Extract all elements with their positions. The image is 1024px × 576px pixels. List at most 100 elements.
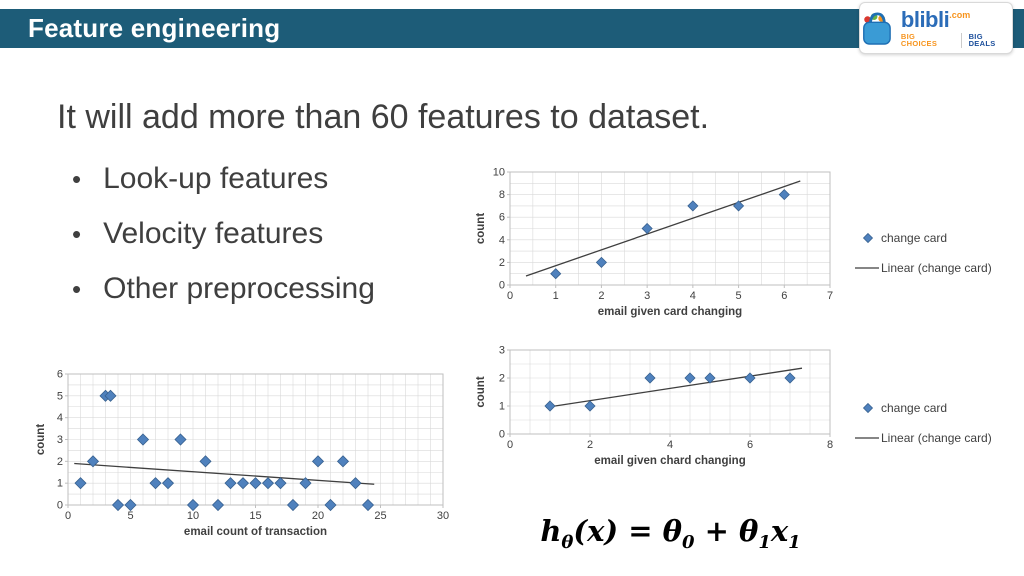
x-tick-label: 4 <box>690 290 696 302</box>
data-point-marker <box>236 477 250 490</box>
data-point-marker <box>199 455 212 468</box>
x-tick-label: 6 <box>747 439 753 451</box>
logo-tagline-deals: BIG DEALS <box>960 32 1012 48</box>
formula-term: (x) = <box>573 514 663 548</box>
logo-tld-text: .com <box>949 9 971 20</box>
bullet-item: • Look-up features <box>72 160 375 198</box>
data-point-marker <box>274 477 287 490</box>
data-point-marker <box>161 477 175 490</box>
x-tick-label: 0 <box>507 290 513 302</box>
logo-text: blibli .com BIG CHOICES BIG DEALS <box>900 6 1012 48</box>
trend-line <box>525 180 801 277</box>
legend-marker-icon <box>862 402 874 414</box>
bullet-dot: • <box>72 164 82 194</box>
y-tick-label: 10 <box>493 167 505 179</box>
formula-term: + <box>694 514 739 548</box>
data-point-marker <box>104 389 117 402</box>
chart-email-given-card-changing: 0 1 2 3 4 5 6 7 0 2 4 6 8 10 email given card changing… <box>475 167 992 319</box>
bullet-label: Velocity features <box>103 217 324 250</box>
x-tick-label: 30 <box>437 510 449 522</box>
logo-brand-text: blibli <box>900 6 950 32</box>
y-tick-label: 3 <box>57 434 63 446</box>
y-tick-label: 6 <box>57 369 63 381</box>
x-tick-label: 5 <box>127 510 133 522</box>
x-tick-label: 2 <box>587 439 593 451</box>
y-tick-label: 3 <box>499 345 505 357</box>
x-tick-label: 7 <box>827 290 833 302</box>
x-tick-label: 2 <box>598 290 604 302</box>
formula-term: x <box>770 514 789 548</box>
x-tick-label: 15 <box>249 510 261 522</box>
data-point-marker <box>349 477 362 490</box>
legend-label: change card <box>881 231 947 245</box>
y-tick-label: 4 <box>57 412 63 424</box>
data-point-marker <box>733 200 745 212</box>
data-point-marker <box>336 455 350 468</box>
bullet-label: Other preprocessing <box>103 272 375 305</box>
data-point-marker <box>149 477 162 490</box>
trend-line <box>74 462 375 485</box>
formula-subscript: 1 <box>788 531 801 553</box>
x-tick-label: 10 <box>187 510 199 522</box>
data-point-marker <box>595 256 607 268</box>
data-point-marker <box>86 455 100 468</box>
y-tick-label: 1 <box>57 478 63 490</box>
bullet-dot: • <box>72 274 82 304</box>
headline: It will add more than 60 features to dat… <box>57 98 710 136</box>
y-tick-label: 2 <box>499 373 505 385</box>
blibli-logo: blibli .com BIG CHOICES BIG DEALS <box>859 2 1013 54</box>
data-point-marker <box>684 372 696 384</box>
data-point-marker <box>324 498 337 512</box>
y-tick-label: 4 <box>499 234 505 246</box>
formula-subscript: 0 <box>681 531 695 553</box>
data-point-marker <box>261 477 275 490</box>
x-tick-label: 20 <box>312 510 324 522</box>
data-point-marker <box>584 400 596 412</box>
logo-tagline-choices: BIG CHOICES <box>900 31 938 48</box>
data-point-marker <box>299 477 312 490</box>
data-point-marker <box>644 372 656 384</box>
y-tick-label: 0 <box>57 500 63 512</box>
data-point-marker <box>186 498 200 512</box>
legend-label: change card <box>881 401 947 415</box>
data-point-marker <box>249 477 262 490</box>
data-point-marker <box>778 189 790 201</box>
formula-term: h <box>540 514 562 548</box>
x-axis-label: email given chard changing <box>594 455 745 467</box>
x-tick-label: 3 <box>644 290 650 302</box>
data-point-marker <box>224 477 237 490</box>
y-tick-label: 2 <box>499 257 505 269</box>
data-point-marker <box>311 455 325 468</box>
data-point-marker <box>174 433 187 446</box>
x-tick-label: 5 <box>736 290 742 302</box>
formula-term: θ <box>739 514 759 548</box>
legend-label: Linear (change card) <box>881 261 992 275</box>
data-point-marker <box>687 200 699 212</box>
x-tick-label: 0 <box>65 510 71 522</box>
bullet-item: • Velocity features <box>72 215 375 253</box>
data-point-marker <box>124 498 137 512</box>
x-tick-label: 1 <box>553 290 559 302</box>
bullet-list: • Look-up features • Velocity features • Othe… <box>72 160 375 325</box>
x-tick-label: 25 <box>374 510 386 522</box>
formula: hθ(x) = θ0 + θ1x1 <box>498 514 843 553</box>
formula-subscript: θ <box>561 531 574 553</box>
trend-line <box>545 367 803 409</box>
page-title: Feature engineering <box>28 13 281 43</box>
data-point-marker <box>211 498 225 512</box>
bullet-label: Look-up features <box>103 162 329 195</box>
shopping-bag-icon <box>863 12 891 45</box>
legend-marker-icon <box>862 232 874 244</box>
plot-border <box>509 171 831 286</box>
data-point-marker <box>544 400 556 412</box>
x-tick-label: 6 <box>781 290 787 302</box>
data-point-marker <box>286 498 300 512</box>
chart-email-count-of-transaction: 0 5 10 15 20 25 30 0 1 2 3 4 5 6 email count of transa… <box>36 369 449 539</box>
y-axis-label: count <box>475 213 487 244</box>
x-tick-label: 0 <box>507 439 513 451</box>
formula-term: θ <box>662 514 682 548</box>
y-tick-label: 2 <box>57 456 63 468</box>
data-point-marker <box>704 372 716 384</box>
data-point-marker <box>74 477 87 490</box>
